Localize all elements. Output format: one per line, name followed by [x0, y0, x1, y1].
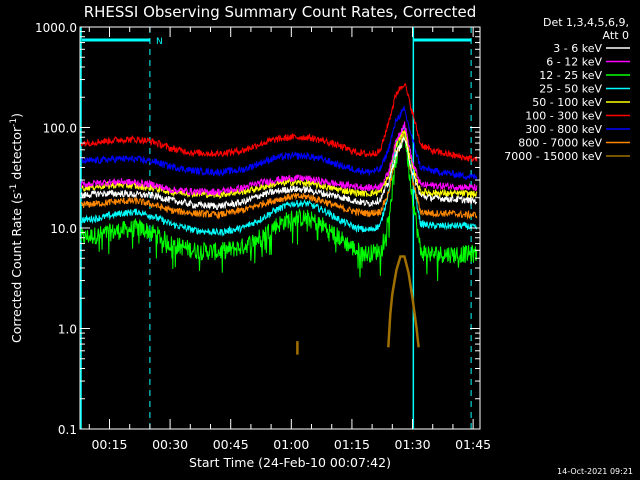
series-layer [80, 82, 478, 355]
legend-label: 25 - 50 keV [539, 83, 602, 96]
legend-label: 6 - 12 keV [546, 56, 602, 69]
x-tick-label: 00:15 [91, 437, 127, 452]
plot-area: N 1000.0 100.0 10.0 1.0 0.1 00:15 00:30 00:45 01… [35, 21, 491, 452]
legend-label: 100 - 300 keV [525, 110, 602, 123]
legend-label: 300 - 800 keV [525, 123, 602, 136]
series-line-6 [81, 105, 478, 181]
series-line-8 [296, 255, 420, 355]
y-axis-label-end: ) [9, 113, 24, 118]
legend-label: 12 - 25 keV [539, 69, 602, 82]
x-tick-label: 01:30 [395, 437, 431, 452]
y-tick-label: 100.0 [43, 122, 77, 136]
legend-label: 50 - 100 keV [532, 96, 602, 109]
y-tick-label: 10.0 [50, 222, 77, 236]
legend-header-detectors: Det 1,3,4,5,6,9, [543, 16, 629, 29]
y-axis-label: Corrected Count Rate (s-1 detector-1) [9, 113, 24, 343]
x-tick-label: 00:45 [213, 437, 249, 452]
series-line-5 [80, 82, 478, 163]
x-tick-label: 01:00 [273, 437, 309, 452]
y-axis-label-sup-1: -1 [9, 184, 19, 193]
footer-timestamp: 14-Oct-2021 09:21 [557, 467, 633, 476]
legend-header-attenuator: Att 0 [603, 29, 629, 42]
x-tick-label: 01:45 [455, 437, 491, 452]
x-tick-label: 00:30 [152, 437, 188, 452]
legend-label: 7000 - 15000 keV [504, 150, 602, 163]
x-tick-label: 01:15 [334, 437, 370, 452]
series-line-0 [80, 136, 478, 210]
legend-label: 800 - 7000 keV [518, 137, 602, 150]
series-line-1 [80, 121, 478, 197]
x-axis-label: Start Time (24-Feb-10 00:07:42) [189, 455, 391, 470]
y-axis-label-mid: detector [9, 126, 24, 184]
chart-title: RHESSI Observing Summary Count Rates, Co… [84, 3, 477, 21]
y-tick-label: 0.1 [58, 423, 77, 437]
series-line-2 [80, 128, 478, 281]
y-tick-label: 1000.0 [35, 21, 77, 35]
annotation-label: N [156, 37, 163, 47]
y-tick-label: 1.0 [58, 323, 77, 337]
y-axis-label-sup-2: -1 [9, 118, 19, 127]
tick-layer: 1000.0 100.0 10.0 1.0 0.1 00:15 00:30 00:45 01:0… [35, 21, 491, 452]
legend-label: 3 - 6 keV [553, 42, 602, 55]
y-axis-label-main: Corrected Count Rate (s [9, 193, 24, 343]
